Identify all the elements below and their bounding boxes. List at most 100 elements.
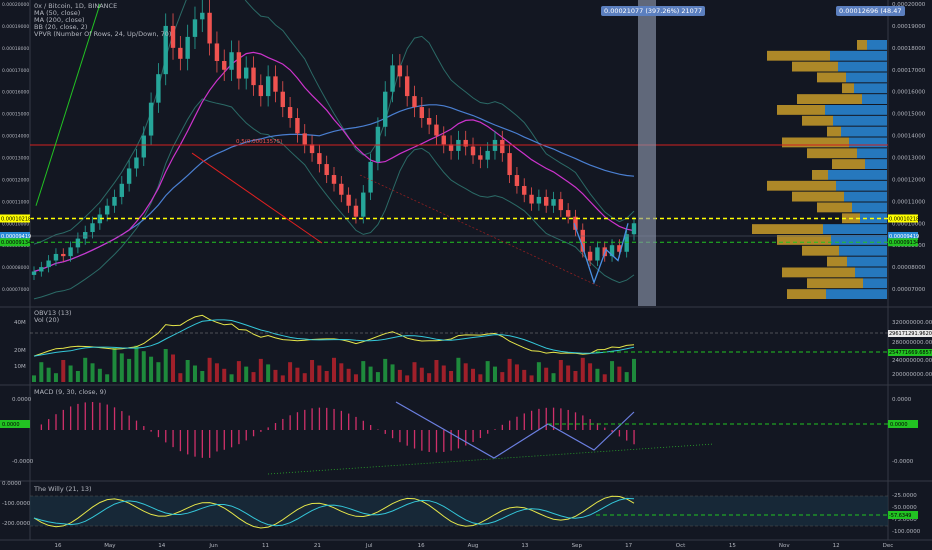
blue-pattern-line xyxy=(573,223,629,285)
price-tick-label: 0.00012000 xyxy=(892,177,926,183)
macd-hist-bar xyxy=(494,429,496,430)
candle-body xyxy=(536,196,542,204)
legend-macd[interactable]: MACD (9, 30, close, 9) xyxy=(34,388,107,396)
obv-tick-label: 240000000.0000 xyxy=(892,358,932,364)
macd-tick-right: 0.0000 xyxy=(892,397,912,403)
yellow-price-label-bg xyxy=(888,214,918,223)
vp-up-bar xyxy=(849,137,887,148)
green-trend-line xyxy=(35,3,101,206)
volume-bar xyxy=(485,361,490,382)
obv-ma-value-bg xyxy=(888,349,932,356)
candle-body xyxy=(463,139,468,147)
macd-hist-bar xyxy=(69,406,72,430)
volume-bar xyxy=(566,365,571,382)
legend-symbol[interactable]: 0x / Bitcoin, 1D, BINANCE xyxy=(34,2,118,10)
macd-hist-bar xyxy=(165,430,167,443)
volume-bar xyxy=(119,353,124,382)
price-tick-label: 0.00013000 xyxy=(892,155,926,161)
willy-tick-right: -75.0000 xyxy=(892,517,917,523)
candle-body xyxy=(558,199,564,211)
macd-hist-bar xyxy=(150,430,152,432)
macd-hist-bar xyxy=(406,430,408,446)
vp-down-bar xyxy=(777,105,825,115)
vp-down-bar xyxy=(857,40,867,50)
candle-body xyxy=(251,67,256,86)
yellow-price-label: 0.00010218 xyxy=(889,216,919,222)
volume-bar xyxy=(456,357,461,382)
vp-down-bar xyxy=(782,137,849,148)
macd-current-label-right: 0.0000 xyxy=(890,422,908,428)
volume-bar xyxy=(295,367,300,382)
candle-body xyxy=(148,102,154,136)
time-tick-label: Dec xyxy=(883,543,894,549)
volume-bar xyxy=(602,374,607,382)
macd-hist-bar xyxy=(391,430,394,439)
candle-body xyxy=(53,253,59,261)
legend-willy[interactable]: The Willy (21, 13) xyxy=(34,485,92,493)
volume-bar xyxy=(427,373,432,382)
yellow-price-label-left: 0.00010218 xyxy=(1,216,31,222)
obv-value-bg xyxy=(888,330,932,337)
macd-hist-bar xyxy=(377,429,379,430)
candle-body xyxy=(61,253,66,257)
macd-hist-bar xyxy=(187,430,189,455)
time-tick-label: Nov xyxy=(779,543,790,549)
time-tick-label: Jul xyxy=(365,543,373,549)
candle-body xyxy=(134,157,139,169)
legend-ma200[interactable]: MA (200, close) xyxy=(34,16,85,24)
time-tick-label: 16 xyxy=(55,543,62,549)
candle-body xyxy=(39,267,44,272)
vp-down-bar xyxy=(777,235,831,245)
time-tick-label: Jun xyxy=(208,543,218,549)
volume-bar xyxy=(405,375,410,382)
candle-body xyxy=(75,238,81,248)
volume-bar xyxy=(544,367,549,382)
candle-body xyxy=(514,175,520,186)
legend-obv[interactable]: OBV13 (13) xyxy=(34,309,72,317)
macd-hist-bar xyxy=(296,412,299,430)
candle-body xyxy=(361,192,366,217)
volume-bar xyxy=(478,374,483,382)
candle-body xyxy=(97,214,103,224)
macd-hist-bar xyxy=(216,430,218,452)
obv-ma-value-label: 254771669.6857 xyxy=(889,350,932,356)
legend-vpvr[interactable]: VPVR (Number Of Rows, 24, Up/Down, 70) xyxy=(34,30,172,38)
macd-hist-bar xyxy=(450,430,452,451)
volume-bar xyxy=(617,366,622,382)
candle-body xyxy=(478,155,483,160)
volume-bar xyxy=(83,357,88,382)
volume-bar xyxy=(588,363,593,382)
volume-bar xyxy=(244,366,249,382)
vp-down-bar xyxy=(782,267,855,278)
legend-bb[interactable]: BB (20, close, 2) xyxy=(34,23,88,31)
legend-ma50[interactable]: MA (50, close) xyxy=(34,9,81,17)
macd-hist-bar xyxy=(574,412,577,430)
macd-support-dotted xyxy=(267,443,715,475)
volume-bar xyxy=(522,369,527,382)
candle-body xyxy=(448,144,454,151)
macd-hist-bar xyxy=(172,430,174,448)
candle-body xyxy=(390,65,395,92)
price-tick-label: 0.00008000 xyxy=(892,265,926,271)
current-price-label-left-bg xyxy=(0,231,30,240)
price-tick-label-left: 0.00011000 xyxy=(2,199,29,205)
volume-bar xyxy=(178,373,183,382)
volume-bar xyxy=(595,368,600,382)
price-tick-label: 0.00007000 xyxy=(892,287,926,293)
vp-up-bar xyxy=(862,94,887,104)
macd-hist-bar xyxy=(348,413,350,430)
volume-bar xyxy=(273,369,278,382)
volume-bar xyxy=(536,362,541,382)
volume-bar xyxy=(171,354,176,382)
volume-bar xyxy=(368,366,373,382)
price-tick-label: 0.00018000 xyxy=(892,46,926,52)
legend-vol[interactable]: Vol (20) xyxy=(34,316,60,324)
vp-down-bar xyxy=(832,159,865,169)
volume-bar xyxy=(346,368,351,382)
green-price-label-left: 0.00009134 xyxy=(1,240,31,246)
candle-body xyxy=(185,36,190,59)
vp-down-bar xyxy=(767,180,836,191)
macd-hist-bar xyxy=(245,430,247,441)
price-tick-label: 0.00020000 xyxy=(892,2,926,8)
macd-hist-bar xyxy=(304,409,306,430)
